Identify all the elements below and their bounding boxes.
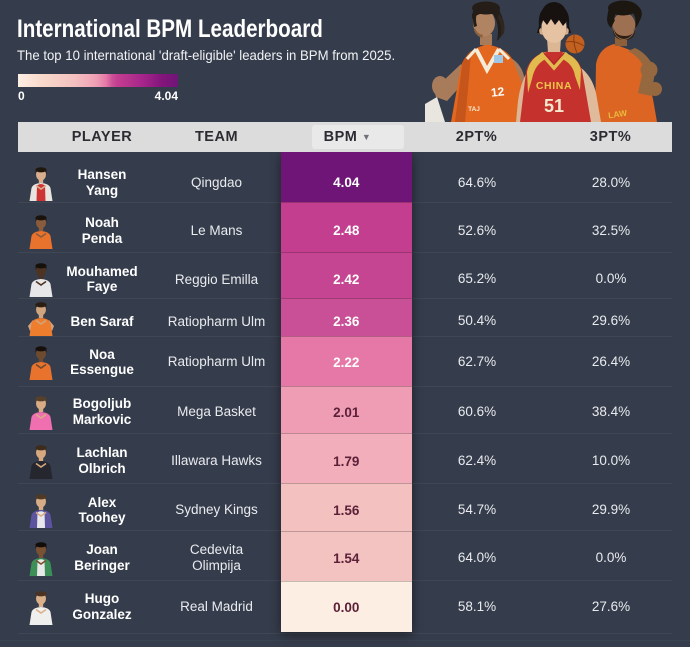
svg-text:TAJ: TAJ [468, 106, 480, 113]
svg-text:51: 51 [544, 96, 564, 116]
svg-text:LAW: LAW [608, 108, 629, 121]
svg-text:12: 12 [490, 84, 505, 99]
svg-text:CHINA: CHINA [536, 80, 572, 92]
